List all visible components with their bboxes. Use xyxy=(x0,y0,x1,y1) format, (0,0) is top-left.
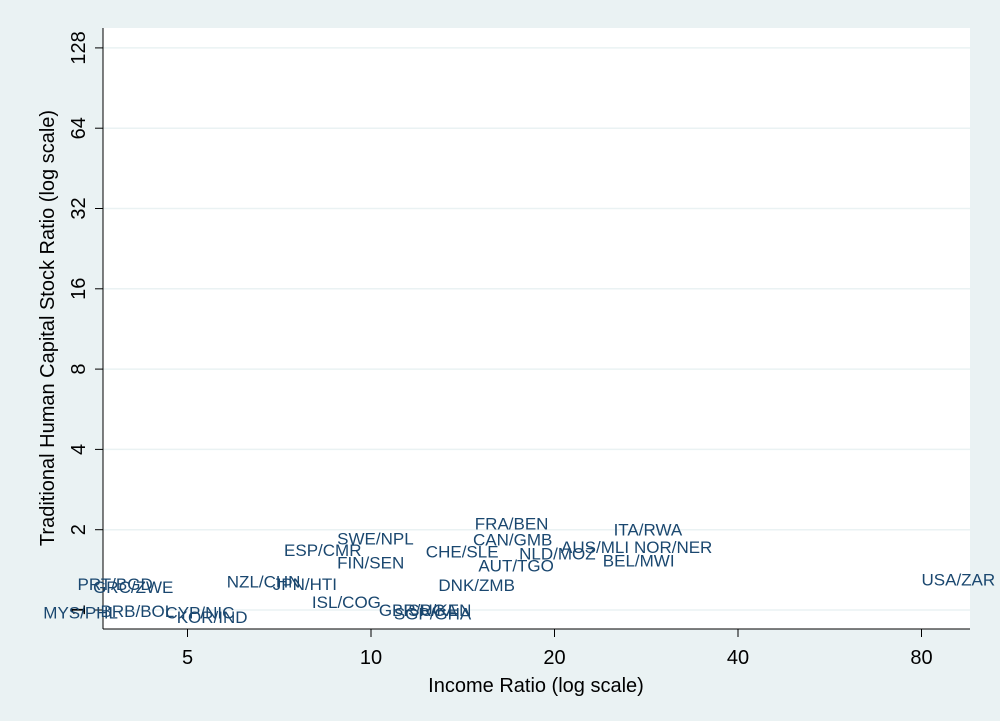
point-label: NZL/CHN xyxy=(227,572,301,591)
y-tick-label: 128 xyxy=(68,31,90,64)
point-label: ISR/KEN xyxy=(403,601,471,620)
point-label: USA/ZAR xyxy=(922,571,996,590)
point-label: KOR/IND xyxy=(177,608,248,627)
x-tick-label: 80 xyxy=(910,647,932,669)
x-axis-title: Income Ratio (log scale) xyxy=(428,675,644,697)
y-tick-label: 4 xyxy=(68,444,90,455)
point-label: FRA/BEN xyxy=(475,514,549,533)
x-tick-label: 10 xyxy=(360,647,382,669)
point-label: BRB/BOL xyxy=(101,602,175,621)
y-tick-label: 1 xyxy=(68,604,90,615)
point-label: ESP/CMR xyxy=(284,541,361,560)
point-label: ISL/COG xyxy=(312,593,381,612)
x-tick-label: 40 xyxy=(727,647,749,669)
point-label: NLD/MOZ xyxy=(519,544,596,563)
y-tick-label: 64 xyxy=(68,117,90,139)
point-label: FIN/SEN xyxy=(337,553,404,572)
point-label: GRC/ZWE xyxy=(93,578,173,597)
point-label: PRT/BGD xyxy=(77,575,152,594)
y-tick-label: 32 xyxy=(68,197,90,219)
grid-lines xyxy=(103,47,970,611)
point-label: SWE/NPL xyxy=(337,530,414,549)
y-tick-label: 16 xyxy=(68,278,90,300)
point-label: AUS/MLI xyxy=(561,538,629,557)
point-label: ITA/RWA xyxy=(614,521,683,540)
y-tick-label: 2 xyxy=(68,524,90,535)
axis-ticks: 1 2 4 8 16 32 64 128 5 10 20 40 80 xyxy=(68,31,933,669)
point-label: CHE/SLE xyxy=(426,542,499,561)
point-label: NOR/NER xyxy=(634,538,712,557)
point-label: GBR/UGA xyxy=(379,601,458,620)
point-label: MYS/PHL xyxy=(43,603,118,622)
point-label: JPN/HTI xyxy=(273,575,337,594)
x-tick-label: 20 xyxy=(543,647,565,669)
point-label: DNK/ZMB xyxy=(438,576,515,595)
point-label: BEL/MWI xyxy=(603,552,675,571)
x-tick-label: 5 xyxy=(182,647,193,669)
point-label: AUT/TGO xyxy=(478,556,554,575)
point-label: CAN/GMB xyxy=(473,530,552,549)
y-tick-label: 8 xyxy=(68,364,90,375)
y-axis-title: Traditional Human Capital Stock Ratio (l… xyxy=(37,110,59,546)
point-label: SGP/GHA xyxy=(394,605,472,624)
point-label: CYP/NIC xyxy=(165,603,234,622)
